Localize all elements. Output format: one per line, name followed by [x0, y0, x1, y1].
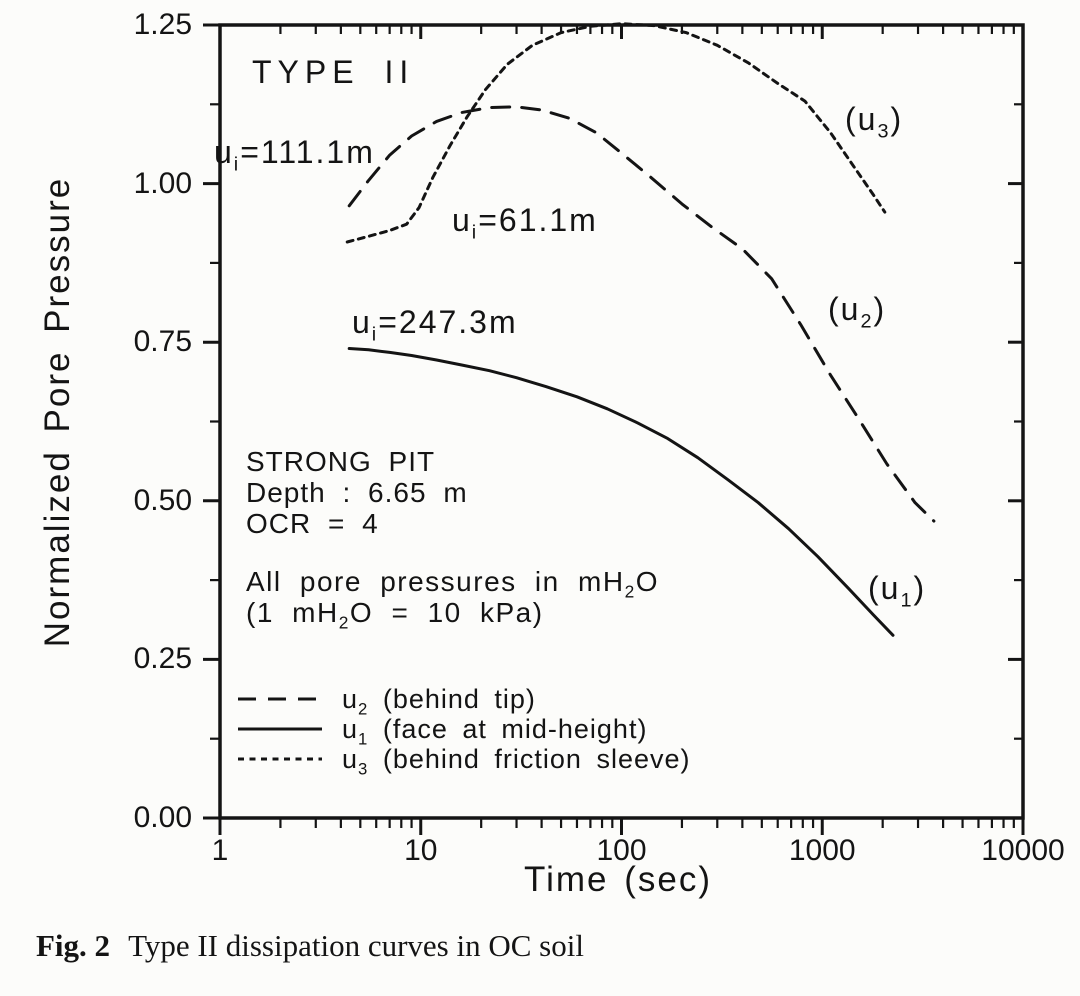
- curve-tag-u2: (u2): [828, 291, 887, 333]
- legend-label-u2: u2 (behind tip): [342, 683, 536, 718]
- legend-item-u3: u3 (behind friction sleeve): [236, 743, 691, 778]
- initial-pressure-label-u3: ui=61.1m: [452, 202, 598, 244]
- curve-tag-u3: (u3): [845, 101, 904, 143]
- legend-item-u1: u1 (face at mid-height): [236, 713, 690, 748]
- figure-number: Fig. 2: [36, 928, 111, 963]
- x-axis-title: Time (sec): [524, 860, 712, 899]
- y-tick-label: 0.50: [133, 483, 192, 517]
- x-tick-label: 1: [211, 834, 229, 867]
- x-tick-label: 10: [404, 834, 438, 867]
- figure-caption: Fig. 2 Type II dissipation curves in OC s…: [36, 928, 584, 964]
- x-tick-label: 1000: [788, 834, 856, 867]
- site-ocr: OCR = 4: [246, 508, 379, 539]
- y-tick-label: 0.00: [133, 801, 192, 834]
- units-note-block: All pore pressures in mH2O (1 mH2O = 10 …: [246, 566, 659, 633]
- y-tick-label: 0.25: [133, 642, 192, 676]
- site-name: STRONG PIT: [246, 446, 436, 477]
- legend-label-u1: u1 (face at mid-height): [342, 713, 648, 748]
- legend-item-u2: u2 (behind tip): [236, 683, 690, 718]
- curve-tag-u1: (u1): [868, 570, 927, 612]
- x-tick-label: 10000: [981, 834, 1065, 867]
- curve-u3: [345, 22, 887, 244]
- initial-pressure-label-u2: ui=111.1m: [214, 134, 375, 176]
- units-note-line1: All pore pressures in mH2O: [246, 566, 659, 602]
- dotted-line-icon: [238, 757, 322, 761]
- site-depth: Depth : 6.65 m: [246, 477, 468, 508]
- legend-label-u3: u3 (behind friction sleeve): [342, 743, 691, 778]
- dashed-line-icon: [238, 697, 322, 701]
- x-tick-label: 100: [596, 834, 647, 867]
- y-tick-label: 1.25: [133, 8, 192, 41]
- curve-u2: [347, 105, 936, 523]
- y-tick-label: 1.00: [133, 166, 192, 200]
- figure-caption-text: Type II dissipation curves in OC soil: [128, 928, 584, 963]
- legend: u2 (behind tip) u1 (face at mid-height) …: [236, 683, 691, 778]
- site-info-block: STRONG PIT Depth : 6.65 m OCR = 4: [246, 446, 468, 539]
- plot-type-label: TYPE II: [252, 54, 415, 90]
- solid-line-icon: [238, 727, 322, 731]
- y-axis-title: Normalized Pore Pressure: [38, 176, 77, 648]
- units-note-line2: (1 mH2O = 10 kPa): [246, 597, 544, 633]
- y-tick-label: 0.75: [133, 325, 192, 359]
- curve-u1: [347, 347, 895, 637]
- initial-pressure-label-u1: ui=247.3m: [352, 304, 518, 346]
